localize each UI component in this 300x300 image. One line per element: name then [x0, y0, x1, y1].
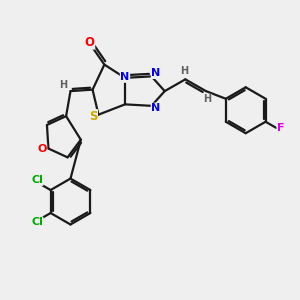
Text: N: N — [120, 72, 130, 82]
Text: O: O — [37, 143, 46, 154]
Text: H: H — [59, 80, 67, 90]
Text: N: N — [151, 103, 160, 113]
Text: Cl: Cl — [31, 217, 43, 227]
Text: N: N — [151, 68, 160, 78]
Text: H: H — [180, 66, 188, 76]
Text: Cl: Cl — [31, 175, 43, 185]
Text: F: F — [277, 123, 284, 133]
Text: O: O — [85, 36, 94, 49]
Text: H: H — [203, 94, 211, 104]
Text: S: S — [89, 110, 98, 123]
